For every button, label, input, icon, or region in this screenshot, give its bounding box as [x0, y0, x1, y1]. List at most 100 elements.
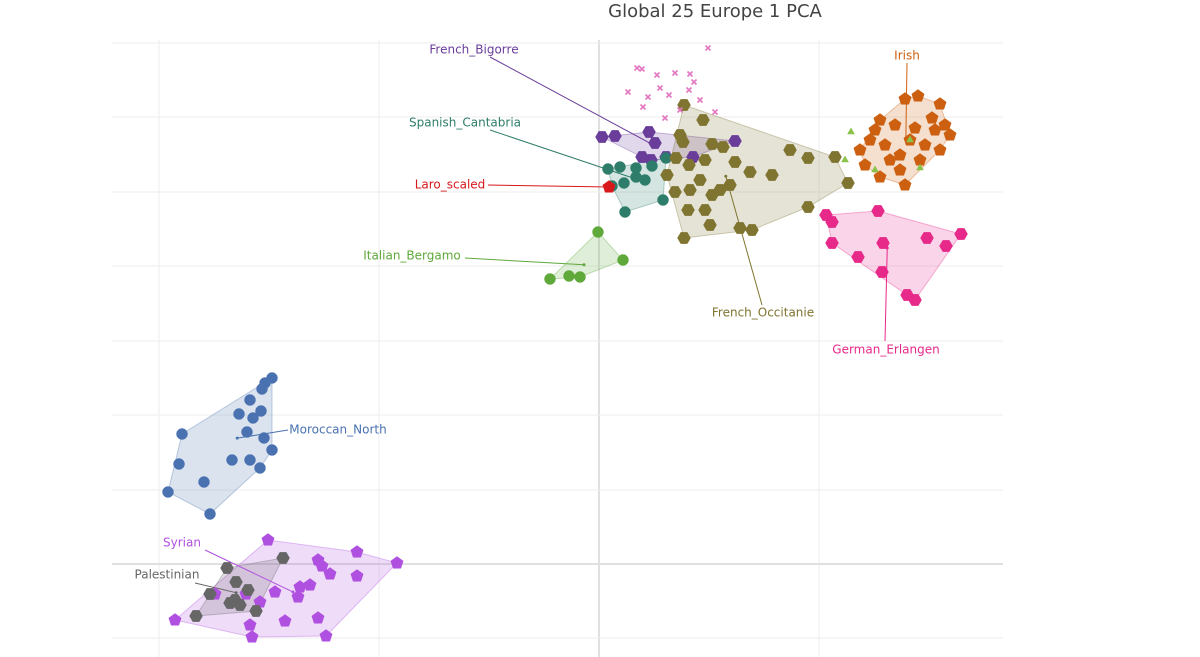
leader-line: [204, 549, 294, 593]
labels: French_Bigorre Spanish_Cantabria Laro_scal…: [135, 43, 940, 582]
point: [291, 590, 305, 603]
point: [350, 569, 364, 582]
point: [696, 114, 710, 126]
point: [871, 165, 879, 173]
point: [728, 135, 742, 147]
point: [868, 123, 882, 136]
point: [203, 588, 217, 600]
point: [241, 584, 255, 596]
point: [898, 178, 912, 191]
point: [657, 194, 669, 206]
point: [745, 224, 759, 236]
point: [685, 86, 693, 94]
leader-end: [724, 174, 728, 178]
leaders: [194, 56, 908, 595]
point: [676, 106, 684, 114]
point: [266, 444, 278, 456]
point: [644, 93, 652, 101]
point: [711, 108, 719, 116]
point: [698, 204, 712, 216]
point: [920, 232, 934, 244]
point: [602, 180, 616, 193]
point: [863, 133, 877, 146]
point: [633, 64, 641, 72]
point: [233, 408, 245, 420]
point: [638, 65, 646, 73]
cluster-label: French_Bigorre: [429, 43, 518, 57]
point: [244, 454, 256, 466]
point: [315, 559, 329, 572]
point: [653, 71, 661, 79]
cluster-label: Syrian: [163, 536, 201, 550]
point: [841, 177, 855, 189]
point: [618, 177, 630, 189]
point: [544, 273, 556, 285]
point: [898, 92, 912, 105]
point: [853, 143, 867, 156]
point: [693, 174, 707, 186]
point: [888, 118, 902, 131]
cluster-label: Palestinian: [135, 568, 200, 582]
point: [933, 97, 947, 110]
point: [261, 533, 275, 546]
point: [258, 432, 270, 444]
cluster-label: Irish: [894, 49, 920, 63]
point: [893, 148, 907, 161]
point: [873, 113, 887, 126]
point: [247, 412, 259, 424]
point: [733, 222, 747, 234]
leader-line: [725, 176, 763, 306]
point: [938, 118, 952, 131]
point: [293, 580, 307, 593]
point: [933, 143, 947, 156]
point: [630, 171, 642, 183]
cluster-label: Laro_scaled: [415, 178, 486, 192]
point: [244, 394, 256, 406]
point: [563, 270, 575, 282]
point: [229, 576, 243, 588]
cluster-label: Italian_Bergamo: [363, 249, 461, 263]
point: [660, 169, 674, 181]
cluster-hull: [548, 231, 624, 280]
point: [319, 629, 333, 642]
point: [189, 610, 203, 622]
leader-line: [489, 56, 657, 148]
marks: [162, 44, 968, 643]
point: [198, 476, 210, 488]
point: [696, 96, 704, 104]
point: [661, 114, 669, 122]
point: [841, 155, 849, 163]
point: [595, 131, 609, 143]
point: [668, 186, 682, 198]
cluster-label: Spanish_Cantabria: [409, 116, 521, 130]
cluster-hull: [825, 210, 962, 301]
point: [639, 174, 651, 186]
point: [825, 237, 839, 249]
point: [682, 159, 696, 171]
point: [828, 151, 842, 163]
point: [704, 44, 712, 52]
point: [801, 152, 815, 164]
point: [875, 266, 889, 278]
point: [162, 486, 174, 498]
point: [858, 158, 872, 171]
point: [883, 153, 897, 166]
point: [323, 567, 337, 580]
point: [943, 128, 957, 141]
point: [705, 138, 719, 150]
leader-end: [582, 263, 586, 267]
point: [893, 163, 907, 176]
point: [713, 184, 727, 196]
point: [686, 70, 694, 78]
point: [677, 232, 691, 244]
point: [303, 578, 317, 591]
point: [204, 508, 216, 520]
point: [350, 545, 364, 558]
point: [743, 166, 757, 178]
point: [871, 205, 885, 217]
point: [908, 294, 922, 306]
point: [619, 206, 631, 218]
point: [617, 254, 629, 266]
leader-end: [234, 591, 238, 595]
point: [241, 426, 253, 438]
